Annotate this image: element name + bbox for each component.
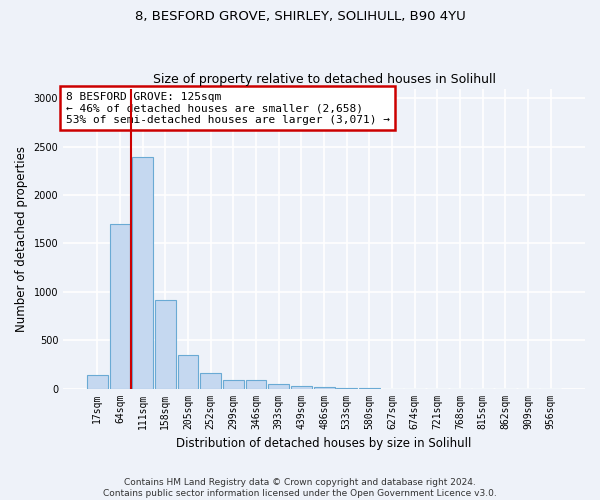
Bar [110, 224, 130, 388]
Bar [268, 384, 289, 388]
Bar [200, 373, 221, 388]
Text: 8, BESFORD GROVE, SHIRLEY, SOLIHULL, B90 4YU: 8, BESFORD GROVE, SHIRLEY, SOLIHULL, B90… [134, 10, 466, 23]
Bar [132, 158, 153, 388]
Bar [223, 380, 244, 388]
Bar [87, 375, 108, 388]
Bar [155, 300, 176, 388]
X-axis label: Distribution of detached houses by size in Solihull: Distribution of detached houses by size … [176, 437, 472, 450]
Bar [291, 386, 312, 388]
Text: Contains HM Land Registry data © Crown copyright and database right 2024.
Contai: Contains HM Land Registry data © Crown c… [103, 478, 497, 498]
Bar [178, 354, 199, 388]
Text: 8 BESFORD GROVE: 125sqm
← 46% of detached houses are smaller (2,658)
53% of semi: 8 BESFORD GROVE: 125sqm ← 46% of detache… [66, 92, 390, 125]
Title: Size of property relative to detached houses in Solihull: Size of property relative to detached ho… [152, 73, 496, 86]
Bar [245, 380, 266, 388]
Y-axis label: Number of detached properties: Number of detached properties [15, 146, 28, 332]
Bar [314, 387, 335, 388]
